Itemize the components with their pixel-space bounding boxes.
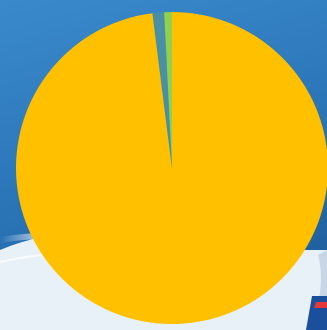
pie-slices — [16, 12, 327, 324]
pie-slice-1 — [16, 12, 327, 324]
pie-slice-2 — [152, 12, 172, 169]
corner-badge-icon — [306, 250, 327, 330]
pie-slice-3 — [164, 12, 172, 168]
